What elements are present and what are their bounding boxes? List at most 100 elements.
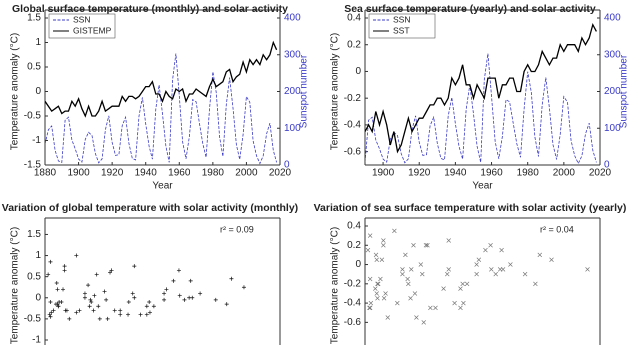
legend-label: GISTEMP — [73, 25, 112, 35]
scatter-point — [537, 252, 543, 258]
scatter-point — [53, 302, 58, 307]
x-axis-label: Year — [472, 181, 493, 192]
x-tick-label: 1920 — [101, 168, 124, 179]
scatter-point — [130, 291, 135, 296]
y-tick-label: 0 — [355, 66, 361, 77]
scatter-point — [171, 278, 176, 283]
x-tick-label: 2000 — [235, 168, 258, 179]
scatter-point — [54, 281, 59, 285]
y-axis-label: Temperature anomaly (°C) — [330, 227, 341, 344]
y-tick-label: -0.6 — [344, 317, 362, 328]
scatter-point — [365, 247, 371, 253]
scatter-point — [144, 304, 149, 309]
series-line — [45, 53, 277, 165]
scatter-point — [381, 238, 386, 243]
x-tick-label: 2020 — [269, 168, 292, 179]
scatter-point — [423, 243, 429, 248]
scatter-point — [77, 308, 82, 313]
scatter-point — [488, 243, 493, 248]
scatter-point — [88, 297, 93, 302]
scatter-points — [46, 253, 284, 321]
y-tick-label: 0 — [35, 292, 41, 303]
scatter-point — [374, 291, 379, 296]
scatter-point — [94, 272, 99, 277]
scatter-point — [48, 314, 53, 319]
scatter-point — [446, 238, 451, 243]
scatter-point — [182, 297, 187, 302]
y2-axis-label: Sunspot number — [299, 54, 310, 128]
y2-tick-label: 300 — [604, 49, 621, 60]
series-line — [45, 40, 278, 118]
chart-title: Global surface temperature (monthly) and… — [12, 3, 288, 15]
scatter-point — [82, 295, 87, 300]
scatter-point — [162, 291, 167, 296]
chart-title: Variation of global temperature with sol… — [2, 202, 298, 214]
scatter-point — [280, 294, 284, 298]
scatter-point — [48, 259, 53, 264]
scatter-point — [91, 308, 96, 313]
x-tick-label: 2000 — [553, 168, 576, 179]
scatter-point — [585, 267, 590, 272]
scatter-point — [452, 300, 457, 306]
scatter-point — [414, 315, 419, 320]
y-tick-label: -1.5 — [24, 160, 42, 171]
y-tick-label: -0.2 — [344, 278, 362, 289]
scatter-point — [62, 268, 67, 273]
scatter-point — [499, 247, 504, 253]
scatter-point — [164, 287, 169, 292]
scatter-point — [474, 262, 479, 267]
scatter-point — [147, 300, 152, 304]
scatter-point — [62, 264, 67, 269]
legend-label: SST — [393, 25, 410, 35]
scatter-point — [213, 297, 218, 302]
scatter-point — [126, 312, 131, 317]
scatter-point — [47, 312, 52, 317]
scatter-point — [92, 293, 97, 298]
scatter-point — [433, 305, 438, 311]
scatter-point — [177, 293, 182, 298]
scatter-point — [385, 315, 391, 320]
y2-tick-label: 400 — [284, 13, 301, 24]
y-tick-label: -0.2 — [344, 93, 362, 104]
scatter-point — [522, 271, 528, 277]
series-line — [365, 22, 597, 154]
scatter-point — [508, 262, 513, 267]
y-axis-label: Temperature anomaly (°C) — [10, 227, 21, 344]
scatter-point — [421, 320, 426, 325]
scatter-point — [367, 233, 373, 238]
scatter-point — [460, 281, 465, 287]
y-tick-label: 0.2 — [347, 39, 361, 50]
y-tick-label: -0.5 — [24, 314, 42, 325]
scatter-point — [61, 287, 66, 292]
y-tick-label: -1 — [32, 335, 41, 345]
y2-tick-label: 100 — [604, 123, 621, 134]
scatter-point — [375, 281, 380, 287]
scatter-point — [55, 287, 60, 292]
scatter-point — [109, 268, 114, 273]
scatter-point — [49, 310, 54, 315]
scatter-point — [224, 302, 229, 307]
chart-title: Variation of sea surface temperature wit… — [314, 202, 627, 214]
scatter-point — [367, 305, 373, 311]
scatter-point — [458, 286, 463, 291]
x-tick-label: 1880 — [34, 168, 57, 179]
scatter-point — [138, 312, 143, 317]
y2-tick-label: 400 — [604, 13, 621, 24]
scatter-point — [403, 252, 408, 258]
scatter-point — [118, 312, 123, 317]
scatter-point — [378, 276, 383, 282]
scatter-point — [112, 308, 117, 313]
annotation: r² = 0.09 — [220, 224, 254, 234]
scatter-point — [64, 308, 69, 313]
chart-title: Sea surface temperature (yearly) and sol… — [344, 3, 596, 15]
scatter-point — [392, 228, 397, 234]
y-tick-label: -0.5 — [24, 111, 42, 122]
x-tick-label: 1980 — [517, 168, 540, 179]
scatter-point — [241, 285, 246, 290]
scatter-point — [409, 267, 414, 272]
scatter-point — [533, 281, 538, 287]
scatter-point — [59, 300, 64, 304]
scatter-point — [74, 310, 79, 315]
scatter-point — [104, 297, 109, 302]
